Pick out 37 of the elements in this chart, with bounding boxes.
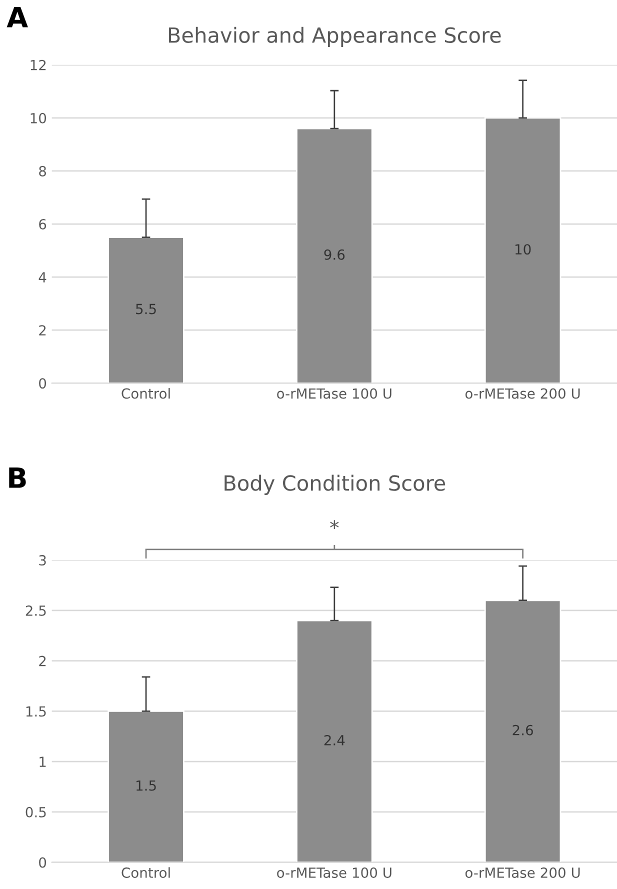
y-tick-label: 0.5 (26, 806, 46, 818)
text: B (9, 468, 26, 488)
bar (484, 117, 562, 384)
y-tick-label: 4 (38, 272, 46, 282)
y-tick-label: 2 (39, 656, 46, 666)
y-tick-label: 0 (39, 378, 46, 389)
data-label: 9.6 (324, 249, 345, 260)
data-label: 2.6 (512, 724, 533, 736)
bar (296, 128, 373, 384)
y-tick-label: 0 (39, 857, 46, 868)
x-tick-label: Control (122, 388, 170, 399)
bar (296, 620, 373, 862)
x-tick-label: o-rMETase 200 U (465, 867, 580, 878)
y-tick-label: 2.5 (26, 605, 46, 616)
chart-title: Behavior and Appearance Score (168, 26, 501, 48)
x-tick-label: o-rMETase 100 U (277, 867, 392, 878)
y-tick-label: 6 (39, 218, 46, 230)
y-tick-label: 10 (30, 112, 46, 124)
y-tick-label: 8 (39, 166, 46, 176)
bar (108, 710, 184, 862)
data-label: 1.5 (136, 780, 156, 791)
chart-title: Body Condition Score (224, 474, 446, 495)
bar (484, 600, 562, 862)
y-tick-label: 1.5 (26, 706, 46, 717)
x-tick-label: o-rMETase 200 U (465, 388, 580, 399)
x-tick-label: o-rMETase 100 U (277, 388, 392, 399)
data-label: 10 (515, 244, 531, 255)
y-tick-label: 2 (39, 325, 46, 336)
data-label: 5.5 (136, 304, 156, 314)
y-tick-label: 3 (39, 555, 46, 566)
y-tick-label: 1 (40, 756, 46, 767)
text: A (6, 7, 28, 28)
text: * (330, 520, 339, 530)
x-tick-label: Control (122, 867, 170, 878)
y-tick-label: 12 (30, 60, 46, 70)
bar (108, 236, 184, 384)
data-label: 2.4 (324, 734, 345, 746)
